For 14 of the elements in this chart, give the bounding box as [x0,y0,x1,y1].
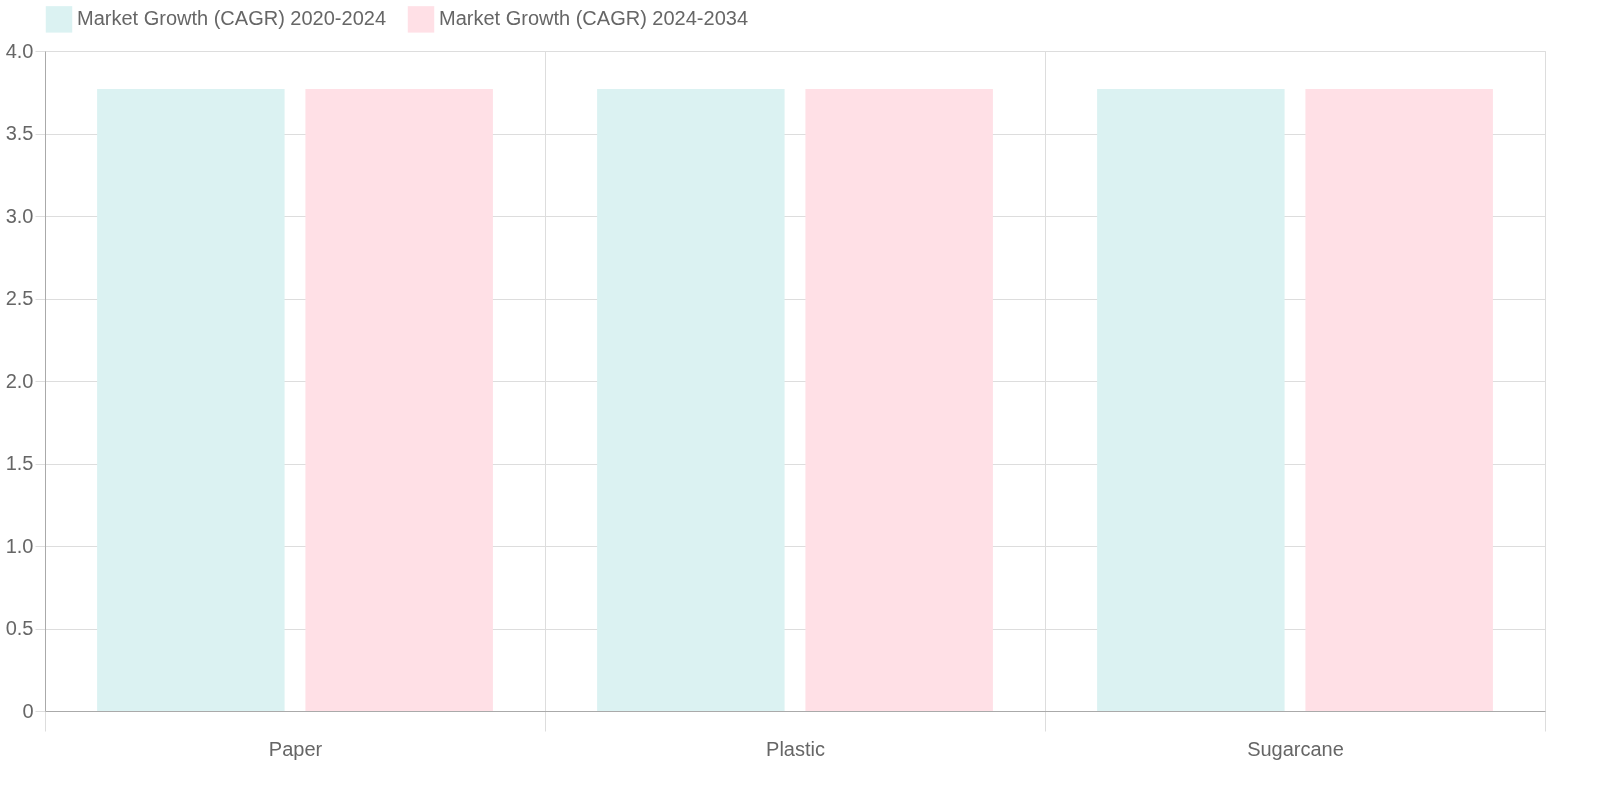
x-tick-label: Sugarcane [1247,737,1344,760]
x-tick-label: Plastic [766,737,825,760]
y-tick-label: 4.0 [5,39,34,62]
y-tick-label: 3.5 [5,122,34,144]
y-tick-label: 2.0 [5,369,34,392]
y-tick-label: 0.5 [5,617,34,639]
y-tick-label: 3.0 [5,204,34,227]
y-tick-label: 1.5 [5,452,34,474]
x-tick-label: Paper [268,737,323,760]
y-tick-label: 2.5 [5,287,34,309]
legend-label: Market Growth (CAGR) 2020-2024 [77,7,387,30]
y-tick-label: 0 [22,699,34,722]
y-tick-label: 1.0 [5,534,34,557]
legend-label: Market Growth (CAGR) 2024-2034 [439,7,749,30]
